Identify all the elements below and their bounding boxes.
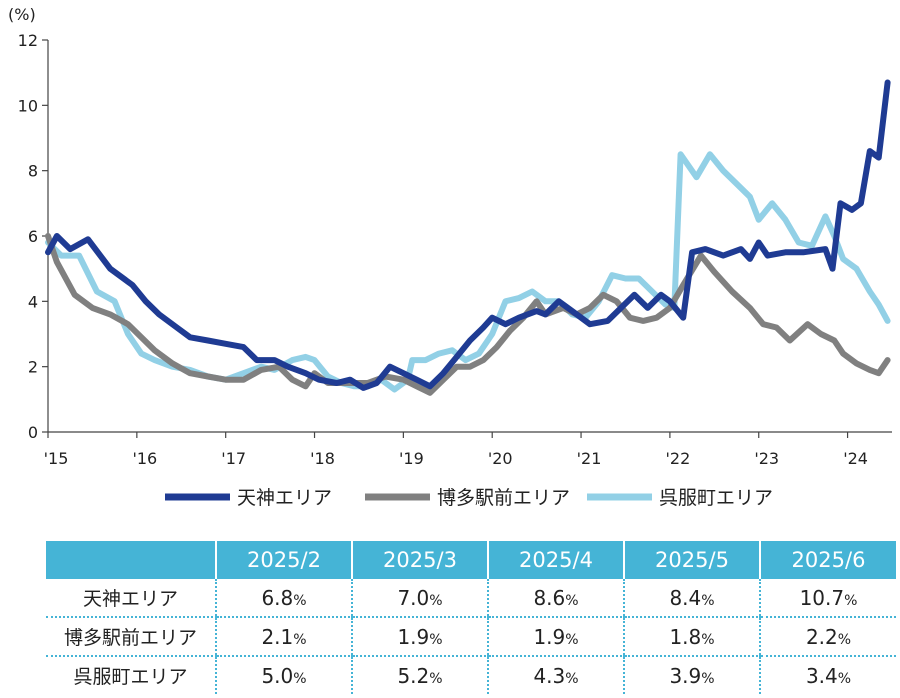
y-tick-label: 6: [28, 227, 38, 246]
table-header-cell: 2025/6: [759, 541, 896, 579]
x-tick-label: '20: [488, 449, 513, 468]
series-lines: [45, 79, 891, 396]
table-row: 博多駅前エリア 2.1% 1.9% 1.9% 1.8% 2.2%: [46, 617, 896, 657]
legend-label: 博多駅前エリア: [437, 487, 570, 509]
row-label: 天神エリア: [46, 579, 216, 618]
table-cell: 5.0%: [215, 656, 352, 694]
chart-legend: 天神エリア 博多駅前エリア 呉服町エリア: [165, 487, 773, 509]
cell-value: 4.3: [533, 663, 566, 688]
cell-unit: %: [293, 670, 307, 687]
table-cell: 4.3%: [487, 656, 624, 694]
table-header-cell: 2025/4: [487, 541, 624, 579]
row-label: 呉服町エリア: [73, 666, 188, 688]
table-header-cell: 2025/5: [623, 541, 760, 579]
cell-unit: %: [429, 670, 443, 687]
series-line: [45, 79, 891, 391]
x-tick-label: '22: [666, 449, 691, 468]
table-cell: 2.2%: [759, 617, 896, 657]
cell-value: 8.4: [669, 585, 702, 610]
table-header-cell: 2025/3: [351, 541, 488, 579]
cell-value: 2.2: [805, 624, 838, 649]
table-cell: 3.4%: [759, 656, 896, 694]
y-tick-label: 0: [28, 423, 38, 442]
cell-value: 8.6: [533, 585, 566, 610]
legend-label: 呉服町エリア: [659, 487, 773, 509]
cell-value: 3.9: [669, 663, 702, 688]
cell-unit: %: [293, 631, 307, 648]
cell-value: 5.0: [261, 663, 294, 688]
y-tick-label: 12: [18, 31, 38, 50]
table-cell: 2.1%: [215, 617, 352, 657]
cell-value: 2.1: [261, 624, 294, 649]
x-tick-label: '19: [399, 449, 424, 468]
cell-unit: %: [565, 670, 579, 687]
cell-unit: %: [429, 631, 443, 648]
x-axis-ticks: '15 '16 '17 '18 '19 '20 '21 '22 '23 '24: [44, 432, 868, 468]
legend-label: 天神エリア: [237, 487, 332, 509]
table-row: 呉服町エリア 5.0% 5.2% 4.3% 3.9% 3.4%: [46, 656, 896, 694]
table-row: 天神エリア 6.8% 7.0% 8.6% 8.4% 10.7%: [46, 579, 896, 618]
series-line: [45, 151, 891, 393]
cell-value: 5.2: [397, 663, 430, 688]
table-cell: 3.9%: [623, 656, 760, 694]
cell-value: 7.0: [397, 585, 430, 610]
y-unit-label: (%): [8, 5, 36, 24]
y-tick-label: 2: [28, 358, 38, 377]
table-cell: 1.9%: [351, 617, 488, 657]
x-tick-label: '21: [577, 449, 602, 468]
cell-unit: %: [844, 592, 858, 609]
cell-unit: %: [701, 631, 715, 648]
table-header-row: 2025/2 2025/3 2025/4 2025/5 2025/6: [46, 541, 896, 579]
table-header-cell: [46, 541, 216, 579]
table-cell: 7.0%: [351, 579, 488, 618]
y-axis-ticks: 0 2 4 6 8 10 12: [18, 31, 48, 442]
x-tick-label: '15: [44, 449, 69, 468]
y-tick-label: 4: [28, 292, 38, 311]
cell-unit: %: [293, 592, 307, 609]
x-tick-label: '17: [221, 449, 246, 468]
cell-unit: %: [701, 592, 715, 609]
cell-unit: %: [837, 631, 852, 648]
y-tick-label: 8: [28, 162, 38, 181]
data-table: 2025/2 2025/3 2025/4 2025/5 2025/6 天神エリア…: [46, 541, 896, 694]
table-cell: 8.6%: [487, 579, 624, 618]
x-tick-label: '23: [754, 449, 779, 468]
table-cell: 10.7%: [759, 579, 896, 618]
cell-value: 1.8: [669, 624, 702, 649]
table-cell: 8.4%: [623, 579, 760, 618]
table-cell: 6.8%: [215, 579, 352, 618]
cell-unit: %: [837, 670, 852, 687]
table-cell: 1.9%: [487, 617, 624, 657]
cell-unit: %: [429, 592, 443, 609]
x-tick-label: '24: [843, 449, 868, 468]
row-label: 博多駅前エリア: [46, 617, 216, 657]
cell-value: 1.9: [397, 624, 430, 649]
table-header-cell: 2025/2: [215, 541, 352, 579]
series-line: [45, 233, 891, 396]
cell-value: 6.8: [261, 585, 294, 610]
x-tick-label: '16: [132, 449, 157, 468]
cell-unit: %: [701, 670, 715, 687]
y-tick-label: 10: [18, 96, 38, 115]
cell-value: 10.7: [799, 585, 845, 610]
table-cell: 5.2%: [351, 656, 488, 694]
line-chart: (%) 0 2 4 6 8 10 12 '15 '16 '17 '18 '19 '20 '21 '22 '2…: [8, 5, 892, 509]
cell-unit: %: [565, 592, 579, 609]
cell-value: 3.4: [805, 663, 838, 688]
cell-unit: %: [565, 631, 579, 648]
x-tick-label: '18: [310, 449, 335, 468]
table-cell: 1.8%: [623, 617, 760, 657]
cell-value: 1.9: [533, 624, 566, 649]
